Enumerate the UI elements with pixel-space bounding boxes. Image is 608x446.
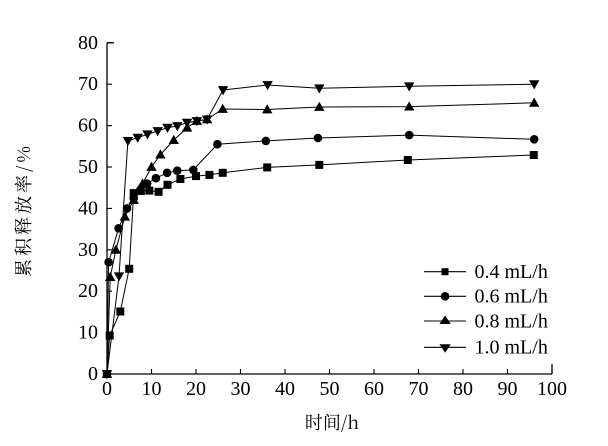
svg-text:0.8 mL/h: 0.8 mL/h [475,310,548,332]
svg-text:50: 50 [320,378,340,400]
svg-text:80: 80 [453,378,473,400]
svg-text:0.4 mL/h: 0.4 mL/h [475,261,548,283]
svg-text:60: 60 [78,115,98,137]
svg-text:20: 20 [186,378,206,400]
svg-text:70: 70 [409,378,429,400]
svg-text:20: 20 [78,280,98,302]
svg-text:90: 90 [498,378,518,400]
svg-text:10: 10 [142,378,162,400]
svg-text:30: 30 [231,378,251,400]
svg-text:100: 100 [537,378,567,400]
svg-text:30: 30 [78,239,98,261]
svg-text:0: 0 [102,378,112,400]
svg-text:40: 40 [78,197,98,219]
svg-text:1.0 mL/h: 1.0 mL/h [475,337,548,359]
svg-text:0: 0 [88,363,98,385]
svg-text:时间/h: 时间/h [305,409,359,435]
svg-text:累积释放率/%: 累积释放率/% [10,143,36,277]
svg-text:60: 60 [364,378,384,400]
svg-text:80: 80 [78,32,98,54]
svg-text:40: 40 [275,378,295,400]
svg-text:50: 50 [78,156,98,178]
svg-text:0.6 mL/h: 0.6 mL/h [475,286,548,308]
svg-text:10: 10 [78,322,98,344]
svg-text:70: 70 [78,73,98,95]
